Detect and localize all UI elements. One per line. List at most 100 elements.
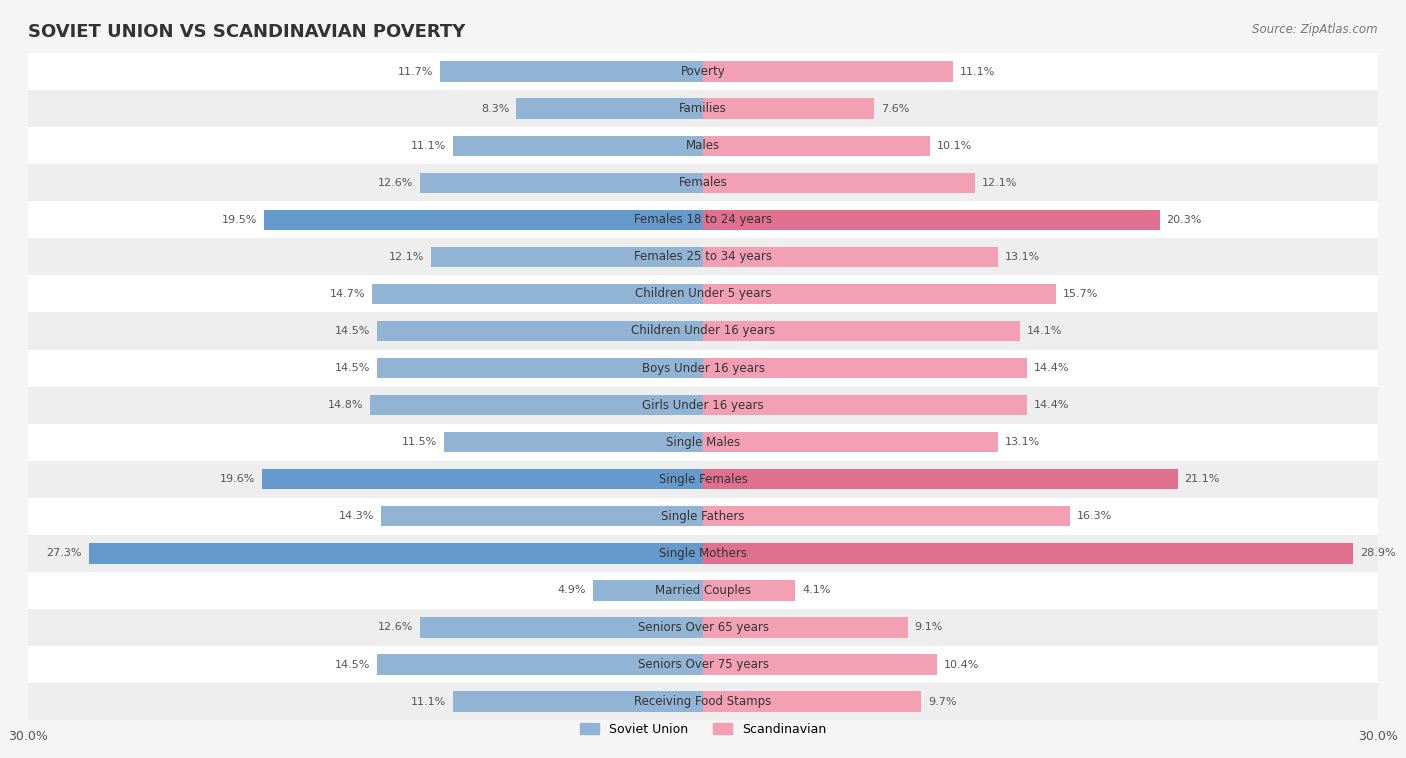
Bar <box>703 210 1160 230</box>
Text: 11.1%: 11.1% <box>412 141 447 151</box>
Bar <box>703 99 875 119</box>
Text: Females: Females <box>679 177 727 190</box>
Bar <box>593 580 703 600</box>
Bar <box>703 654 936 675</box>
Text: 11.5%: 11.5% <box>402 437 437 447</box>
Text: SOVIET UNION VS SCANDINAVIAN POVERTY: SOVIET UNION VS SCANDINAVIAN POVERTY <box>28 23 465 41</box>
Text: 12.6%: 12.6% <box>377 622 413 632</box>
Text: Source: ZipAtlas.com: Source: ZipAtlas.com <box>1253 23 1378 36</box>
Text: 27.3%: 27.3% <box>46 548 82 559</box>
Text: 16.3%: 16.3% <box>1077 512 1112 522</box>
Text: Married Couples: Married Couples <box>655 584 751 597</box>
Text: 14.7%: 14.7% <box>330 289 366 299</box>
Text: 4.1%: 4.1% <box>801 585 831 595</box>
Text: 11.7%: 11.7% <box>398 67 433 77</box>
Bar <box>703 580 796 600</box>
Bar <box>377 654 703 675</box>
Text: 14.3%: 14.3% <box>339 512 374 522</box>
Text: 14.1%: 14.1% <box>1026 326 1063 336</box>
Text: Females 25 to 34 years: Females 25 to 34 years <box>634 250 772 263</box>
Bar <box>28 461 1378 498</box>
Bar <box>703 617 908 637</box>
Bar <box>28 202 1378 238</box>
Bar <box>703 283 1056 304</box>
Text: 4.9%: 4.9% <box>558 585 586 595</box>
Bar <box>419 173 703 193</box>
Text: 12.1%: 12.1% <box>388 252 425 262</box>
Bar <box>703 173 976 193</box>
Text: 15.7%: 15.7% <box>1063 289 1098 299</box>
Text: Single Mothers: Single Mothers <box>659 547 747 560</box>
Text: 14.4%: 14.4% <box>1033 400 1069 410</box>
Bar <box>453 136 703 156</box>
Text: Families: Families <box>679 102 727 115</box>
Bar <box>28 498 1378 535</box>
Text: 9.7%: 9.7% <box>928 697 956 706</box>
Bar <box>703 136 931 156</box>
Bar <box>28 535 1378 572</box>
Text: 11.1%: 11.1% <box>412 697 447 706</box>
Text: Seniors Over 65 years: Seniors Over 65 years <box>637 621 769 634</box>
Bar <box>703 61 953 82</box>
Bar <box>373 283 703 304</box>
Bar <box>28 164 1378 202</box>
Text: Males: Males <box>686 139 720 152</box>
Bar <box>703 432 998 453</box>
Legend: Soviet Union, Scandinavian: Soviet Union, Scandinavian <box>575 718 831 741</box>
Text: 8.3%: 8.3% <box>481 104 509 114</box>
Bar <box>28 275 1378 312</box>
Text: 14.5%: 14.5% <box>335 659 370 669</box>
Bar <box>453 691 703 712</box>
Bar <box>28 127 1378 164</box>
Bar <box>28 349 1378 387</box>
Bar <box>444 432 703 453</box>
Text: 20.3%: 20.3% <box>1167 215 1202 225</box>
Bar <box>28 424 1378 461</box>
Bar <box>430 246 703 267</box>
Bar <box>703 358 1026 378</box>
Text: 10.4%: 10.4% <box>943 659 979 669</box>
Bar <box>516 99 703 119</box>
Text: Children Under 16 years: Children Under 16 years <box>631 324 775 337</box>
Bar <box>703 321 1021 341</box>
Text: 28.9%: 28.9% <box>1360 548 1396 559</box>
Bar <box>28 683 1378 720</box>
Bar <box>440 61 703 82</box>
Text: 19.6%: 19.6% <box>219 475 256 484</box>
Bar <box>264 210 703 230</box>
Bar <box>419 617 703 637</box>
Text: Females 18 to 24 years: Females 18 to 24 years <box>634 213 772 227</box>
Bar <box>703 506 1070 527</box>
Text: 9.1%: 9.1% <box>914 622 943 632</box>
Bar <box>703 246 998 267</box>
Text: 12.6%: 12.6% <box>377 178 413 188</box>
Text: 7.6%: 7.6% <box>880 104 910 114</box>
Text: Receiving Food Stamps: Receiving Food Stamps <box>634 695 772 708</box>
Bar <box>703 543 1353 563</box>
Bar <box>28 387 1378 424</box>
Text: Children Under 5 years: Children Under 5 years <box>634 287 772 300</box>
Text: Girls Under 16 years: Girls Under 16 years <box>643 399 763 412</box>
Bar <box>703 469 1178 490</box>
Text: 13.1%: 13.1% <box>1004 437 1039 447</box>
Text: Single Females: Single Females <box>658 473 748 486</box>
Bar <box>28 646 1378 683</box>
Bar <box>381 506 703 527</box>
Text: Poverty: Poverty <box>681 65 725 78</box>
Text: 19.5%: 19.5% <box>222 215 257 225</box>
Text: 14.5%: 14.5% <box>335 326 370 336</box>
Bar <box>28 312 1378 349</box>
Text: 14.5%: 14.5% <box>335 363 370 373</box>
Text: 14.4%: 14.4% <box>1033 363 1069 373</box>
Text: 12.1%: 12.1% <box>981 178 1018 188</box>
Text: Single Fathers: Single Fathers <box>661 510 745 523</box>
Text: 11.1%: 11.1% <box>959 67 994 77</box>
Bar <box>28 609 1378 646</box>
Bar <box>370 395 703 415</box>
Text: Boys Under 16 years: Boys Under 16 years <box>641 362 765 374</box>
Bar <box>262 469 703 490</box>
Bar <box>377 358 703 378</box>
Bar <box>89 543 703 563</box>
Text: 10.1%: 10.1% <box>936 141 972 151</box>
Bar <box>377 321 703 341</box>
